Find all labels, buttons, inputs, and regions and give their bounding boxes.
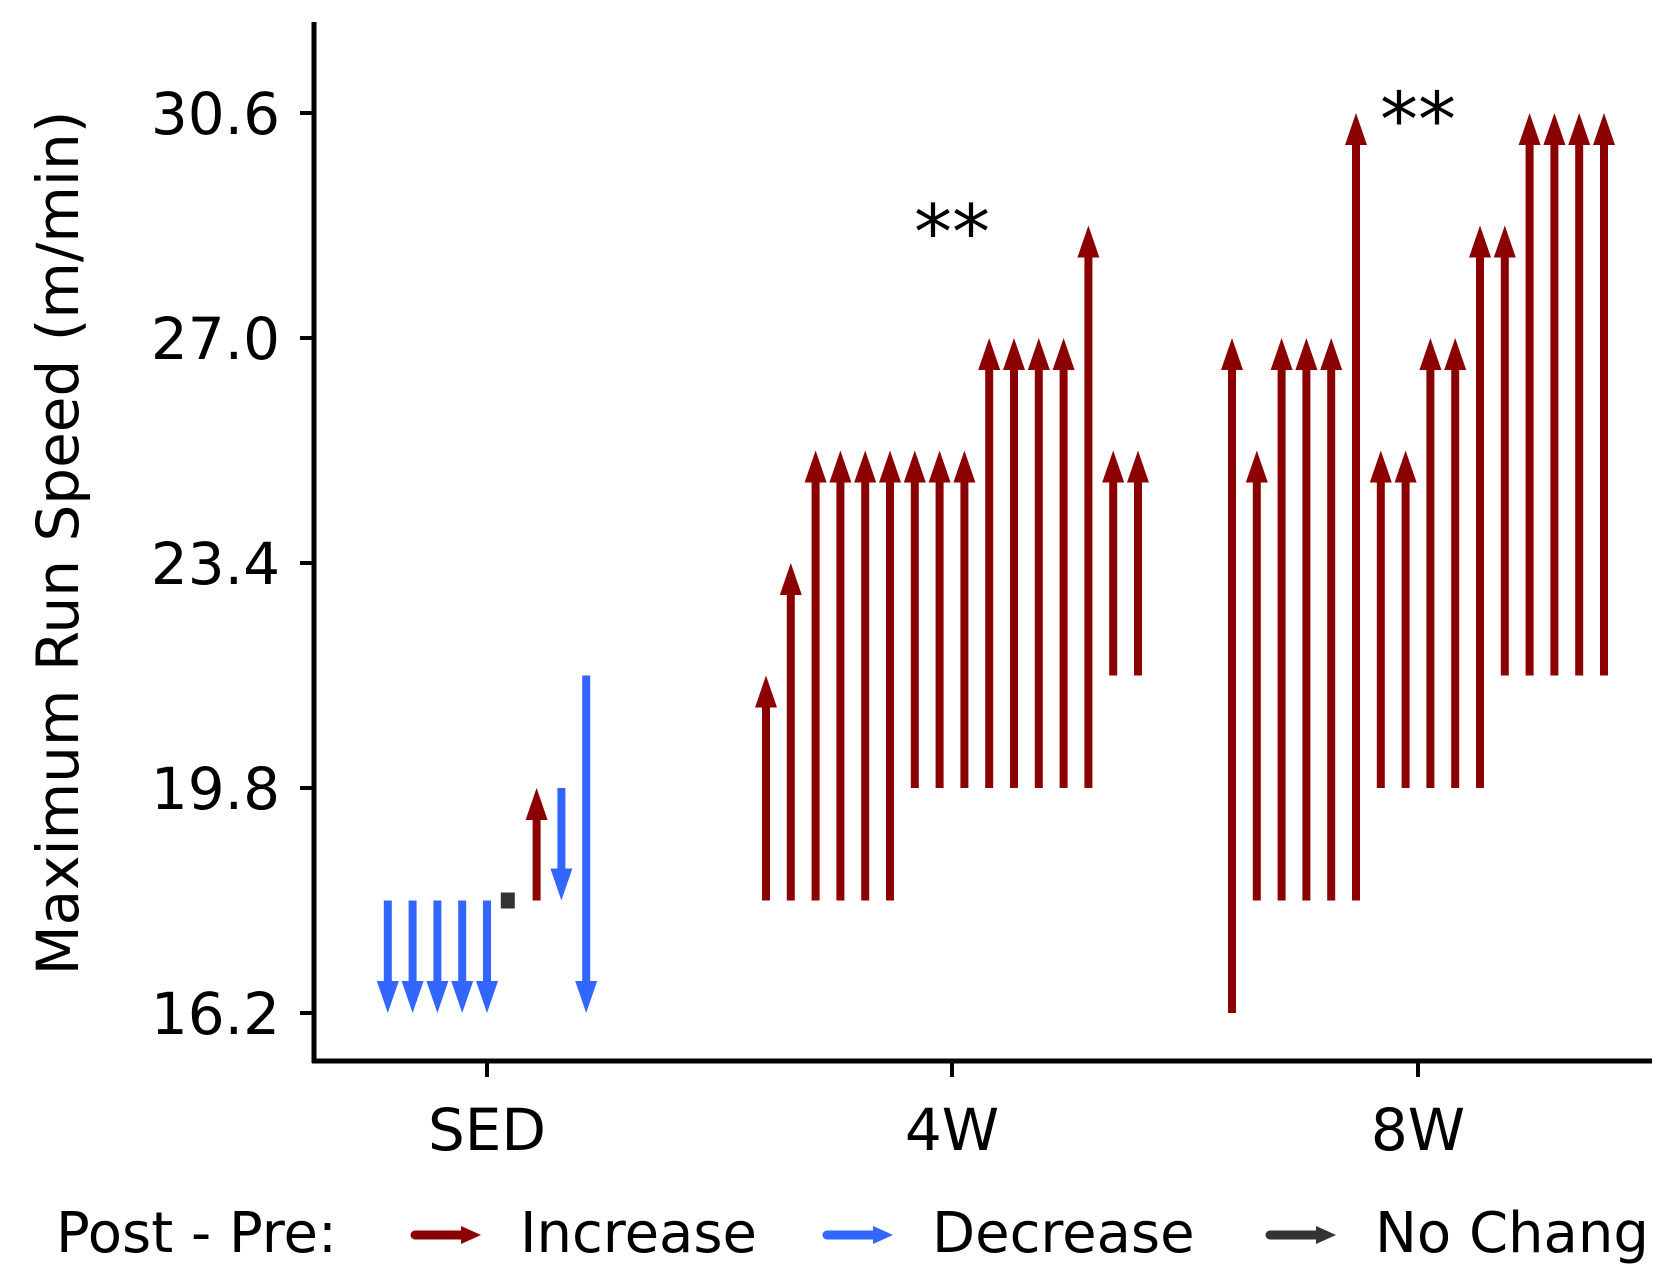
increase-arrow: [1493, 225, 1516, 676]
decrease-arrow: [550, 788, 573, 901]
increase-arrow: [978, 338, 1001, 788]
increase-arrow: [854, 450, 877, 901]
increase-arrow: [1419, 338, 1442, 788]
increase-arrow: [1270, 338, 1293, 901]
increase-arrow: [755, 675, 777, 901]
y-axis-ticks: 16.2 19.8 23.4 27.0 30.6: [151, 80, 314, 1048]
x-axis-ticks: SED 4W 8W: [428, 1063, 1465, 1164]
increase-arrow: [1345, 113, 1367, 901]
increase-arrow: [1543, 113, 1566, 676]
decrease-arrow: [476, 900, 498, 1013]
increase-arrow: [1102, 450, 1125, 676]
legend-key: [1265, 1226, 1336, 1244]
y-tick-label: 27.0: [151, 305, 280, 373]
increase-arrow: [525, 788, 548, 901]
increase-arrow: [804, 450, 827, 901]
increase-arrow: [1221, 338, 1243, 1013]
significance-marker: **: [914, 188, 990, 277]
increase-arrow: [1077, 225, 1100, 788]
significance-marker: **: [1380, 75, 1456, 164]
increase-arrow: [1394, 450, 1417, 788]
y-tick-label: 30.6: [151, 80, 280, 148]
increase-arrow: [1568, 113, 1591, 676]
x-tick-label: 4W: [905, 1096, 999, 1164]
increase-arrow: [1369, 450, 1392, 788]
decrease-arrow: [376, 900, 399, 1013]
decrease-arrow: [575, 675, 598, 1013]
legend-label: Decrease: [932, 1201, 1195, 1266]
significance-annotations: ** **: [914, 75, 1456, 277]
increase-arrow: [1469, 225, 1491, 788]
legend-title: Post - Pre:: [56, 1201, 337, 1266]
decrease-arrow: [451, 900, 474, 1013]
y-tick-label: 23.4: [151, 530, 280, 598]
legend-label: Increase: [520, 1201, 757, 1266]
increase-arrow: [1593, 113, 1615, 676]
legend-key: [822, 1226, 893, 1244]
increase-arrow: [1444, 338, 1467, 788]
increase-arrow: [879, 450, 901, 901]
increase-arrow: [1027, 338, 1050, 788]
x-tick-label: 8W: [1371, 1096, 1465, 1164]
increase-arrow: [1003, 338, 1025, 788]
x-tick-label: SED: [428, 1096, 546, 1164]
decrease-arrow: [401, 900, 424, 1013]
y-tick-label: 19.8: [151, 755, 280, 823]
increase-arrow: [829, 450, 852, 901]
legend-label: No Chang: [1375, 1201, 1649, 1266]
increase-arrow: [1320, 338, 1343, 901]
legend-key: [410, 1226, 481, 1244]
y-axis-title: Maximum Run Speed (m/min): [24, 111, 92, 976]
increase-arrow: [1518, 113, 1541, 676]
increase-arrow: [1052, 338, 1075, 788]
increase-arrow: [928, 450, 951, 788]
increase-arrow: [1245, 450, 1268, 901]
increase-arrow: [953, 450, 976, 788]
no-change-mark: [500, 892, 515, 909]
increase-arrow: [779, 563, 802, 901]
y-tick-label: 16.2: [151, 980, 280, 1048]
arrow-marks: [376, 113, 1615, 1013]
increase-arrow: [903, 450, 926, 788]
decrease-arrow: [426, 900, 449, 1013]
increase-arrow: [1127, 450, 1149, 676]
increase-arrow: [1295, 338, 1318, 901]
legend: Post - Pre: Increase Decrease No Chang: [56, 1201, 1649, 1266]
